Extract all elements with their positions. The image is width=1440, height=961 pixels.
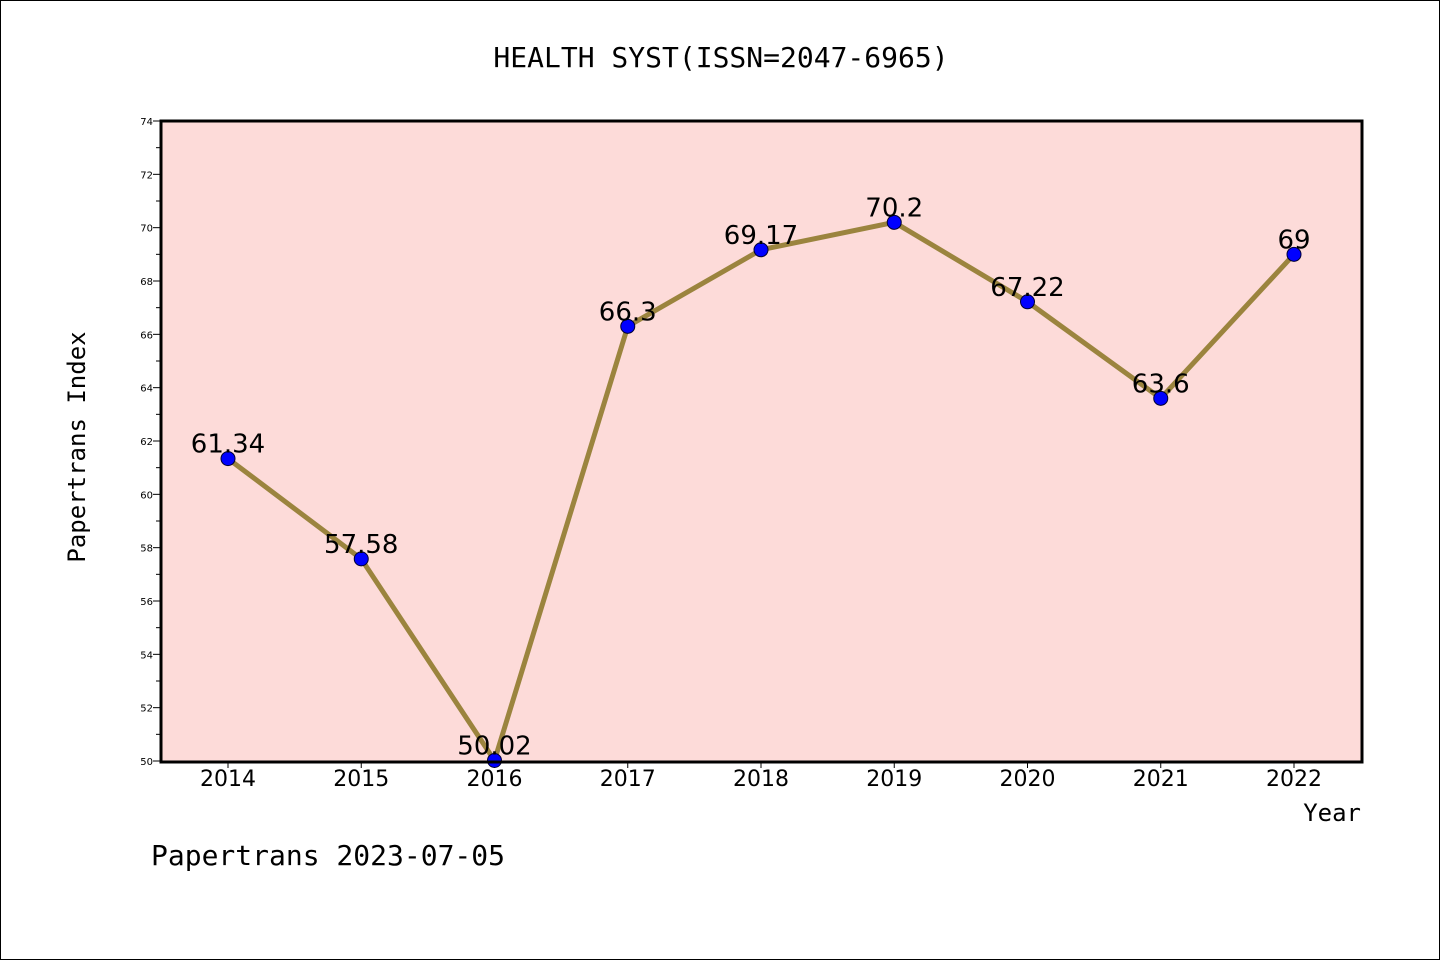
y-tick-label: 54 [140,650,153,661]
data-label: 50.02 [457,731,531,761]
x-tick-label: 2018 [733,767,789,792]
y-tick-label: 72 [140,170,153,181]
y-tick-label: 66 [140,330,153,341]
data-label: 70.2 [865,193,923,223]
x-tick-label: 2021 [1133,767,1189,792]
x-tick-label: 2019 [866,767,922,792]
data-label: 69.17 [724,221,798,251]
chart-title: HEALTH SYST(ISSN=2047-6965) [493,41,948,74]
data-label: 63.6 [1132,369,1190,399]
y-tick-label: 50 [140,757,153,768]
data-label: 69 [1277,225,1310,255]
data-label: 57.58 [324,530,398,560]
y-tick-label: 58 [140,544,153,555]
y-tick-label: 56 [140,597,153,608]
y-tick-label: 68 [140,277,153,288]
x-tick-label: 2015 [333,767,389,792]
data-point [620,318,636,334]
data-label: 67.22 [990,273,1064,303]
data-point [1020,294,1035,310]
y-axis-label: Papertrans Index [63,331,91,562]
y-tick-label: 60 [140,490,153,501]
x-tick-label: 2016 [467,767,523,792]
x-tick-label: 2014 [200,767,256,792]
x-axis-ticks: 2014 2015 2016 2017 2018 2019 2020 2021 2022 [200,761,1322,792]
x-axis-label: Year [1303,799,1361,827]
data-point [753,242,769,258]
data-label: 61.34 [191,430,265,460]
data-point [1286,246,1302,262]
data-point [487,752,502,768]
data-point [220,451,236,467]
x-tick-label: 2017 [600,767,656,792]
y-tick-label: 64 [140,384,153,395]
data-point [886,214,902,230]
y-tick-label: 70 [140,224,153,235]
y-tick-label: 74 [140,117,153,128]
x-tick-label: 2022 [1266,767,1322,792]
y-tick-label: 62 [140,437,153,448]
data-point [1153,390,1169,406]
plot-area [161,121,1362,762]
data-point [353,551,369,567]
footer-text: Papertrans 2023-07-05 [151,839,505,872]
y-tick-label: 52 [140,704,153,715]
plot-border [159,119,1364,764]
y-axis-ticks: 50 52 54 56 58 60 62 64 66 68 70 72 74 [140,117,161,768]
series-markers [220,214,1302,768]
x-tick-label: 2020 [1000,767,1056,792]
data-label: 66.3 [599,297,657,327]
data-labels: 61.34 57.58 50.02 66.3 69.17 70.2 67.22 63.6 69 [191,193,1311,761]
